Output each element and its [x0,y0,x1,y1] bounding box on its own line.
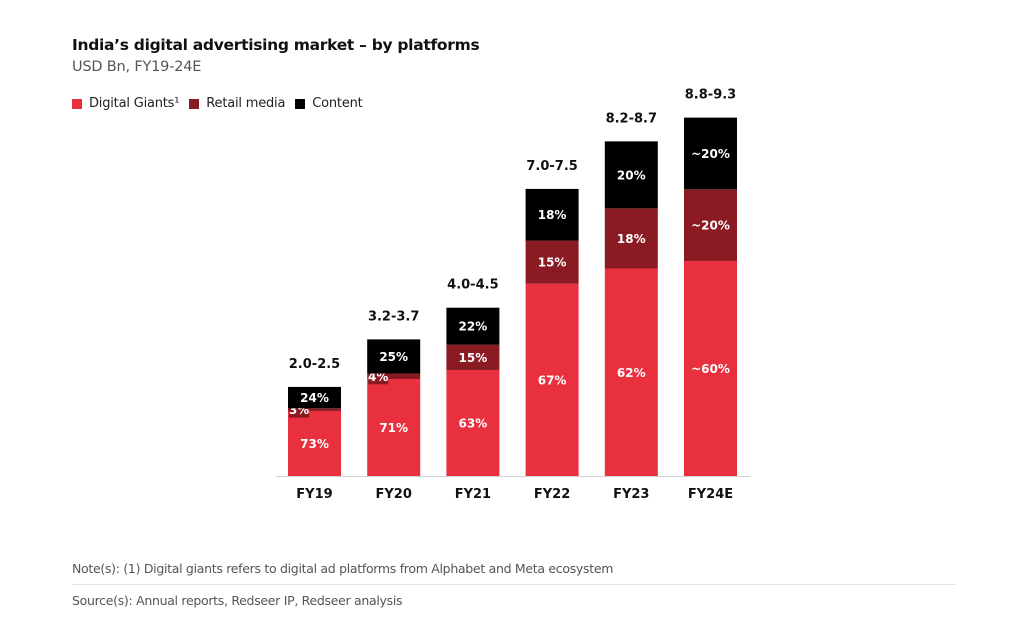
bar-segment-retail-media-fy21 [446,344,500,370]
data-label: ~20% [691,147,730,161]
bar-segment-retail-media-fy22 [525,240,579,284]
bar-segment-digital-giants-fy20 [367,378,421,476]
bar-segment-digital-giants-fy21 [446,369,500,476]
data-label: 25% [379,350,408,364]
data-label: 24% [300,391,329,405]
x-tick-label: FY23 [613,487,649,502]
x-tick-label: FY19 [296,487,332,502]
source-note: Source(s): Annual reports, Redseer IP, R… [72,593,403,608]
x-tick-label: FY21 [455,487,491,502]
legend-swatch [189,98,200,109]
data-label: ~20% [691,219,730,233]
data-label: ~60% [691,362,730,376]
legend-swatch [72,98,82,109]
total-label: 7.0-7.5 [526,159,577,174]
data-label: 62% [617,366,646,380]
x-tick-label: FY24E [688,487,733,502]
data-label: 22% [459,320,488,334]
data-label: 18% [617,232,646,246]
total-label: 8.2-8.7 [606,111,657,126]
data-label: 73% [300,437,329,451]
bar-segment-retail-media-fy24e [684,189,737,261]
legend: Digital Giants¹ Retail media Content [72,96,373,111]
total-label: 3.2-3.7 [368,309,419,324]
footnote: Note(s): (1) Digital giants refers to di… [72,561,614,576]
bar-segment-content-fy19 [288,386,341,409]
x-tick-label: FY22 [534,487,570,502]
legend-item-retail-media: Retail media [189,96,285,111]
total-label: 2.0-2.5 [289,357,340,372]
bar-segment-digital-giants-fy23 [604,268,658,476]
x-tick-label: FY20 [376,487,412,502]
data-label: 15% [538,256,567,270]
legend-label: Content [312,96,363,111]
bar-segment-retail-media-fy19 [288,408,341,411]
bar-segment-retail-media-fy23 [604,208,658,269]
legend-item-content: Content [295,96,363,111]
bar-segment-content-fy23 [604,141,658,209]
bar-segment-content-fy20 [367,339,421,374]
legend-label: Retail media [206,96,286,111]
data-label: 15% [459,351,488,365]
bar-segment-retail-media-fy20 [367,373,421,379]
legend-label: Digital Giants¹ [89,96,180,111]
data-label: 18% [538,208,567,222]
bar-segment-content-fy24e [684,117,737,190]
data-label: 71% [379,421,408,435]
total-label: 8.8-9.3 [685,88,736,103]
bar-segment-digital-giants-fy22 [525,283,579,476]
chart-subtitle: USD Bn, FY19-24E [72,59,202,75]
bar-segment-content-fy22 [525,188,579,241]
data-label: 63% [459,416,488,430]
legend-item-digital-giants: Digital Giants¹ [72,96,179,111]
bar-segment-content-fy21 [446,307,500,345]
bar-segment-digital-giants-fy19 [288,410,341,476]
data-label: 20% [617,168,646,182]
footer-divider [72,584,956,585]
legend-swatch [295,98,306,109]
bar-segment-digital-giants-fy24e [684,260,737,476]
chart-title: India’s digital advertising market – by … [72,36,480,54]
data-label: 67% [538,373,567,387]
total-label: 4.0-4.5 [447,278,498,293]
